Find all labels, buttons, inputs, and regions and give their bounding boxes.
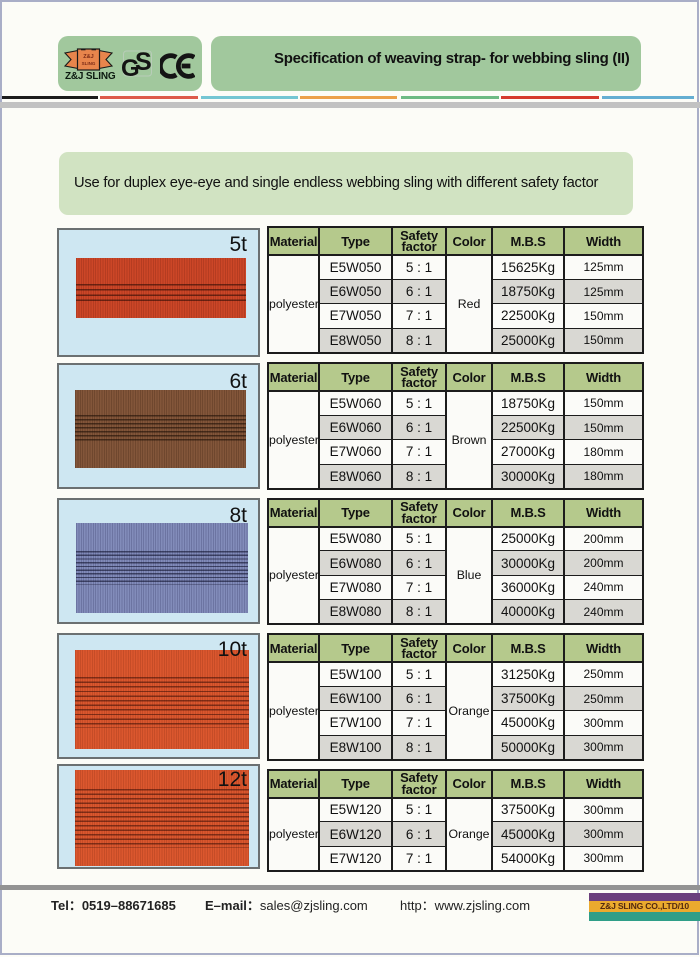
svg-text:S: S xyxy=(135,49,152,76)
svg-text:SLING: SLING xyxy=(82,61,96,66)
svg-text:G: G xyxy=(122,55,140,78)
svg-text:Z&J: Z&J xyxy=(83,54,93,60)
